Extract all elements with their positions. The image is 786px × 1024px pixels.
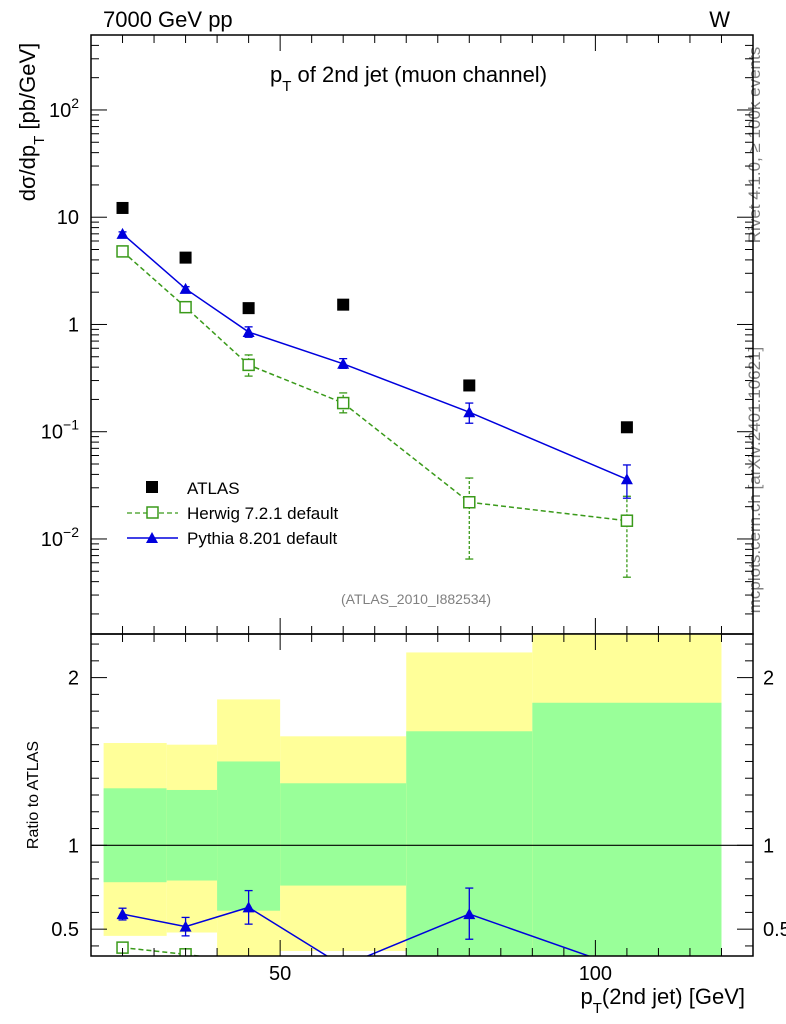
atlas-point [116,201,129,214]
legend-atlas-marker [146,481,158,493]
pythia-point [242,326,255,338]
ratio-pythia-point [463,908,476,920]
legend: ATLAS Herwig 7.2.1 default Pythia 8.201 … [127,479,338,548]
xlabel-a: p [581,984,593,1009]
atlas-point [179,251,192,264]
herwig-point [179,300,192,314]
ratio-y-tick-label: 1 [68,835,79,857]
ratio-pythia-point [179,920,192,932]
ratio-pythia-point [242,901,255,913]
atlas-point [620,421,633,434]
ratio-pythia-point [621,963,633,974]
ratio-pythia-point [337,960,349,971]
ratio-herwig-point [464,994,475,1005]
reference-label: (ATLAS_2010_I882534) [341,591,491,607]
ratio-band-inner [532,702,722,956]
herwig-point [463,495,476,509]
ratio-herwig-point [243,957,254,968]
main-y-tick-label: 10−2 [41,524,79,551]
herwig-point [116,245,129,258]
main-y-tick-exp: 2 [71,95,79,111]
atlas-point [242,302,255,315]
xlabel-sub: T [593,1000,602,1017]
pythia-point [337,357,350,369]
ratio-y-tick-label-right: 1 [763,835,774,857]
ratio-herwig-point [338,987,349,998]
main-y-axis-label: dσ/dpT [pb/GeV] [15,43,48,202]
ratio-band-inner [280,783,407,886]
herwig-line [122,250,627,522]
atlas-point [337,298,350,311]
herwig-point [242,358,255,372]
legend-pythia-marker [146,532,158,543]
main-title: pT of 2nd jet (muon channel) [270,62,547,95]
main-y-tick-base: 10 [41,422,63,444]
herwig-point [336,396,350,410]
main-y-tick-base: 10 [49,100,71,122]
header-right: W [709,7,730,32]
ratio-y-tick-label: 0.5 [51,919,79,941]
ylabel-b: [pb/GeV] [15,43,40,136]
pythia-point [179,282,192,294]
ratio-x-ticks: 50 100 [90,634,754,985]
ratio-band-inner [103,788,167,883]
main-y-tick-exp: −2 [63,524,79,540]
title-sub: T [282,78,291,95]
x-tick-label: 50 [269,963,291,985]
xlabel-b: (2nd jet) [GeV] [602,984,745,1009]
pythia-point [463,406,476,418]
ratio-y-axis-label: Ratio to ATLAS [25,741,42,849]
title-p: p [270,62,282,87]
main-y-tick-base: 10 [41,529,63,551]
ratio-band-inner [166,789,218,881]
ylabel-a: dσ/dp [15,145,40,201]
ratio-y-tick-label-right: 2 [763,668,774,690]
atlas-point [463,379,476,392]
x-axis-label: pT(2nd jet) [GeV] [581,984,746,1017]
ratio-herwig-line [122,946,204,956]
main-y-tick-label: 10 [57,207,79,229]
pythia-point [620,473,633,485]
ratio-pythia-point [116,908,129,920]
main-y-tick-label: 10−1 [41,417,79,444]
main-y-tick-label: 102 [49,95,79,122]
pythia-line [122,233,628,480]
ratio-y-tick-label: 2 [68,668,79,690]
ratio-panel: 0.5 0.5 1 1 2 2 50 100 Ratio to ATLAS [25,633,786,1005]
header-left: 7000 GeV pp [103,7,233,32]
herwig-point [620,514,634,527]
x-tick-label: 100 [579,963,612,985]
ratio-pythia-line [122,906,591,956]
legend-herwig-label: Herwig 7.2.1 default [187,504,338,523]
main-data-layer [116,201,634,578]
legend-pythia-label: Pythia 8.201 default [187,529,338,548]
ratio-y-tick-label-right: 0.5 [763,919,786,941]
main-y-tick-label: 1 [68,314,79,336]
legend-atlas-label: ATLAS [187,479,240,498]
ratio-band-inner [217,761,281,911]
ratio-data-layer [91,634,753,1005]
legend-herwig-marker [146,506,159,519]
ratio-y-ticks: 0.5 0.5 1 1 2 2 [51,643,786,947]
mcplots-label: mcplots.cern.ch [arXiv:2401.10621] [745,347,764,613]
main-y-tick-exp: −1 [63,417,79,433]
rivet-version-label: Rivet 4.1.0, ≥ 100k events [745,47,764,243]
title-rest: of 2nd jet (muon channel) [291,62,547,87]
pythia-point [116,227,129,239]
main-x-ticks [90,35,754,634]
ylabel-sub: T [31,136,48,145]
